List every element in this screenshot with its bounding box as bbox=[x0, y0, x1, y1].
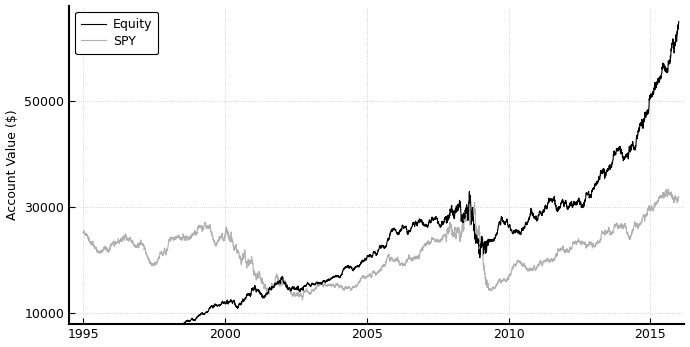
Equity bbox=[607, 165, 615, 169]
SPY bbox=[567, 247, 575, 251]
SPY bbox=[664, 187, 672, 191]
SPY bbox=[315, 283, 324, 287]
SPY bbox=[463, 213, 471, 218]
Equity bbox=[182, 319, 190, 323]
Equity bbox=[346, 264, 354, 268]
SPY bbox=[346, 286, 354, 290]
Equity bbox=[85, 341, 93, 346]
Equity bbox=[315, 281, 324, 286]
Equity bbox=[463, 209, 471, 213]
Line: Equity: Equity bbox=[83, 22, 679, 344]
SPY bbox=[79, 231, 88, 235]
Equity bbox=[79, 340, 88, 345]
SPY bbox=[298, 298, 306, 302]
SPY bbox=[182, 239, 190, 243]
Line: SPY: SPY bbox=[83, 189, 679, 300]
SPY bbox=[607, 231, 615, 235]
Legend: Equity, SPY: Equity, SPY bbox=[75, 12, 159, 54]
Equity bbox=[675, 19, 683, 24]
Equity bbox=[567, 203, 575, 207]
SPY bbox=[675, 194, 683, 198]
Y-axis label: Account Value ($): Account Value ($) bbox=[6, 109, 19, 220]
